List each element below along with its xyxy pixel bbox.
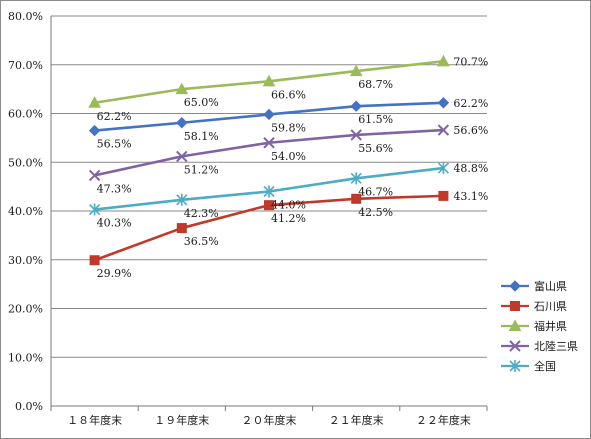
data-point-marker [175, 82, 189, 95]
data-point-marker [437, 54, 450, 67]
data-point-marker [263, 108, 275, 121]
y-tick-label: 20.0% [8, 303, 43, 316]
series-富山県 [88, 97, 450, 137]
data-label: 42.3% [184, 207, 219, 220]
y-tick-label: 40.0% [8, 205, 43, 218]
y-tick-label: 50.0% [8, 156, 43, 169]
data-point-marker [264, 200, 274, 211]
data-label: 48.8% [453, 162, 488, 175]
data-label: 54.0% [271, 150, 306, 163]
data-point-marker [437, 124, 450, 136]
data-label: 42.5% [358, 206, 393, 219]
data-label: 56.5% [97, 138, 132, 151]
data-point-marker [88, 96, 101, 108]
legend-label: 福井県 [534, 319, 567, 333]
data-point-marker [351, 193, 362, 204]
series-石川県 [89, 190, 449, 266]
data-label: 44.0% [271, 199, 306, 212]
data-label: 36.5% [184, 235, 219, 248]
series-福井県 [88, 54, 450, 108]
data-point-marker [438, 190, 449, 201]
data-label: 47.3% [97, 182, 132, 195]
data-label: 55.6% [358, 142, 393, 155]
y-tick-label: 80.0% [8, 10, 43, 23]
data-label: 46.7% [358, 185, 393, 198]
data-point-marker [89, 255, 100, 266]
data-label: 59.8% [271, 121, 306, 134]
data-label: 29.9% [97, 267, 132, 280]
data-point-marker [350, 172, 362, 185]
legend-label: 全国 [534, 359, 556, 373]
data-label: 62.2% [97, 110, 132, 123]
data-label: 43.1% [453, 190, 488, 203]
x-tick-label: ２２年度末 [416, 413, 471, 427]
series-全国 [89, 162, 449, 216]
x-tick-label: １８年度末 [67, 413, 122, 427]
legend-item: 全国 [501, 359, 556, 373]
data-label: 62.2% [453, 97, 488, 110]
legend-item: 福井県 [501, 319, 567, 333]
legend-label: 北陸三県 [534, 340, 578, 353]
data-point-marker [176, 117, 188, 129]
legend-marker [509, 360, 521, 372]
legend-item: 富山県 [501, 279, 567, 293]
data-label: 70.7% [453, 55, 488, 68]
x-tick-label: ２０年度末 [242, 413, 297, 427]
data-label: 41.2% [271, 212, 306, 225]
legend-label: 富山県 [534, 279, 567, 293]
legend-item: 北陸三県 [501, 340, 578, 353]
data-point-marker [88, 169, 101, 182]
axes: 0.0% 10.0% 20.0% 30.0% 40.0% 50.0% 60.0% 70.0% 8… [8, 10, 488, 427]
series-lines [88, 54, 450, 266]
legend-item: 石川県 [501, 300, 567, 313]
data-label: 61.5% [358, 113, 393, 126]
data-labels: 56.5% 58.1% 59.8% 61.5% 62.2% 29.9% 36.5% 41.2%… [97, 55, 489, 280]
data-point-marker [176, 223, 187, 234]
data-label: 66.6% [271, 88, 306, 101]
y-tick-label: 0.0% [15, 400, 43, 413]
data-label: 40.3% [97, 217, 132, 230]
series-北陸三県 [88, 124, 450, 182]
data-point-marker [89, 203, 101, 216]
data-point-marker [176, 150, 188, 163]
y-tick-label: 30.0% [8, 254, 43, 267]
x-tick-label: ２１年度末 [329, 413, 384, 427]
data-point-marker [437, 97, 450, 109]
data-point-marker [263, 137, 275, 149]
data-label: 68.7% [358, 78, 393, 91]
y-tick-label: 70.0% [8, 59, 43, 72]
data-point-marker [349, 64, 363, 77]
data-point-marker [350, 100, 362, 112]
y-tick-label: 60.0% [8, 108, 43, 121]
legend-marker [509, 340, 521, 352]
legend-marker [509, 280, 521, 292]
x-tick-label: １９年度末 [154, 413, 209, 427]
data-point-marker [437, 162, 449, 175]
data-point-marker [176, 193, 188, 206]
data-point-marker [350, 129, 362, 141]
legend-marker [510, 301, 520, 311]
data-label: 65.0% [184, 96, 219, 109]
data-label: 56.6% [453, 124, 488, 137]
data-label: 51.2% [184, 163, 219, 176]
data-point-marker [263, 185, 275, 198]
y-tick-label: 10.0% [8, 351, 43, 364]
data-point-marker [262, 74, 276, 87]
data-label: 58.1% [184, 130, 219, 143]
legend-label: 石川県 [534, 300, 567, 313]
data-point-marker [88, 124, 101, 137]
legend-marker [508, 319, 522, 331]
